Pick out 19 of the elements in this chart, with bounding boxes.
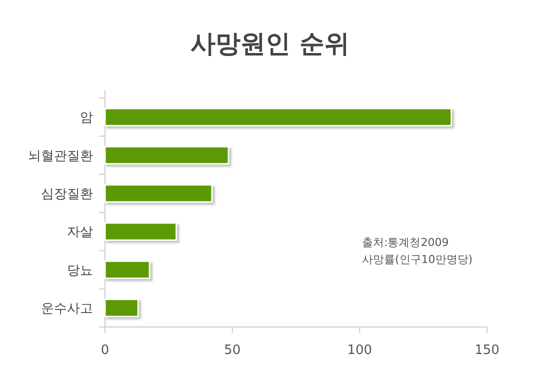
x-tick-label: 50 xyxy=(224,343,241,358)
y-tick-label: 운수사고 xyxy=(41,301,93,316)
x-tick-label: 100 xyxy=(347,343,372,358)
bar xyxy=(104,108,452,126)
y-tick-label: 자살 xyxy=(67,225,93,240)
y-tick-label: 심장질환 xyxy=(41,186,93,202)
y-tick-label: 뇌혈관질환 xyxy=(28,148,93,164)
bar xyxy=(104,222,178,241)
y-tick-label: 당뇨 xyxy=(67,263,93,278)
bar xyxy=(104,184,213,203)
y-tick-label: 암 xyxy=(80,110,93,126)
chart-title: 사망원인 순위 xyxy=(190,29,350,58)
bar xyxy=(104,146,230,165)
x-tick-label: 150 xyxy=(474,343,500,358)
bar xyxy=(104,298,139,318)
annotation: 출처:통계청2009 xyxy=(362,236,449,249)
bar xyxy=(104,260,150,280)
annotation: 사망률(인구10만명당) xyxy=(362,253,473,266)
x-tick-label: 0 xyxy=(100,343,110,358)
